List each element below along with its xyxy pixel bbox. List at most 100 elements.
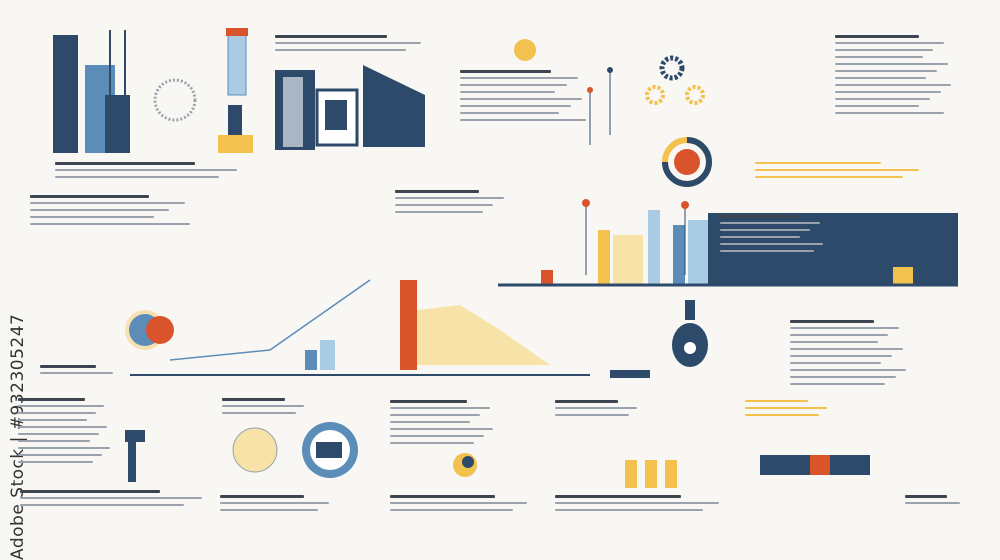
text-line bbox=[20, 504, 184, 506]
text-line bbox=[835, 63, 948, 65]
text-line bbox=[18, 398, 85, 401]
text-line bbox=[835, 91, 941, 93]
text-line bbox=[460, 105, 571, 107]
text-line bbox=[460, 77, 579, 79]
growth-chart bbox=[125, 279, 590, 376]
text-line bbox=[790, 320, 874, 323]
text-line bbox=[222, 412, 296, 414]
text-line bbox=[220, 502, 330, 504]
text-line bbox=[720, 250, 814, 252]
text-line bbox=[275, 42, 421, 44]
text-line bbox=[395, 204, 494, 206]
text-line bbox=[790, 369, 907, 371]
gear-donut-graphic bbox=[645, 55, 712, 187]
text-line bbox=[555, 407, 637, 409]
text-line bbox=[390, 435, 484, 437]
text-line bbox=[835, 112, 945, 114]
text-line bbox=[790, 327, 900, 329]
text-line bbox=[835, 56, 923, 58]
text-line bbox=[720, 215, 797, 218]
text-line bbox=[55, 176, 219, 178]
text-line bbox=[390, 502, 527, 504]
text-line bbox=[460, 112, 559, 114]
text-line bbox=[790, 355, 892, 357]
text-line bbox=[220, 495, 304, 498]
text-line bbox=[390, 407, 491, 409]
text-line bbox=[790, 383, 885, 385]
text-line bbox=[18, 426, 108, 428]
yellow-base bbox=[218, 135, 253, 153]
navy-block bbox=[105, 95, 130, 153]
text-line bbox=[390, 414, 481, 416]
text-line bbox=[55, 162, 195, 165]
text-line bbox=[30, 202, 185, 204]
central-bar-chart bbox=[498, 199, 958, 287]
timeline-bulbs bbox=[514, 39, 613, 145]
text-line bbox=[460, 70, 551, 73]
gear-icon bbox=[659, 55, 685, 81]
text-line bbox=[905, 495, 947, 498]
text-line bbox=[40, 365, 96, 368]
text-line bbox=[222, 405, 304, 407]
text-line bbox=[460, 98, 583, 100]
text-line bbox=[835, 42, 945, 44]
glass-tower bbox=[227, 34, 247, 96]
text-line bbox=[835, 98, 930, 100]
text-line bbox=[720, 243, 824, 245]
text-line bbox=[20, 497, 202, 499]
text-line bbox=[390, 495, 495, 498]
navy-chart-panel bbox=[275, 65, 425, 150]
text-line bbox=[275, 49, 407, 51]
text-line bbox=[755, 169, 919, 171]
text-line bbox=[905, 502, 960, 504]
text-line bbox=[18, 419, 88, 421]
text-line bbox=[460, 84, 567, 86]
text-line bbox=[55, 169, 237, 171]
text-line bbox=[755, 176, 903, 178]
text-line bbox=[30, 209, 170, 211]
text-line bbox=[555, 400, 618, 403]
text-line bbox=[835, 77, 927, 79]
text-line bbox=[220, 509, 319, 511]
navy-tower bbox=[53, 35, 78, 153]
text-line bbox=[555, 495, 681, 498]
text-line bbox=[395, 190, 479, 193]
text-line bbox=[30, 195, 149, 198]
text-line bbox=[275, 35, 387, 38]
text-line bbox=[720, 222, 821, 224]
text-line bbox=[395, 197, 505, 199]
bottom-illustrations bbox=[125, 422, 870, 488]
text-line bbox=[790, 376, 896, 378]
text-line bbox=[555, 509, 703, 511]
text-line bbox=[835, 84, 952, 86]
text-line bbox=[30, 216, 155, 218]
text-line bbox=[390, 421, 471, 423]
text-line bbox=[18, 461, 94, 463]
text-line bbox=[18, 454, 102, 456]
gear-icon bbox=[645, 85, 665, 105]
text-line bbox=[835, 49, 934, 51]
text-line bbox=[40, 372, 113, 374]
text-line bbox=[460, 91, 555, 93]
flask-graphic bbox=[610, 300, 708, 378]
text-line bbox=[835, 105, 919, 107]
text-line bbox=[555, 414, 629, 416]
text-line bbox=[790, 334, 889, 336]
text-line bbox=[390, 400, 467, 403]
text-line bbox=[18, 405, 105, 407]
text-line bbox=[790, 341, 878, 343]
text-line bbox=[395, 211, 483, 213]
text-line bbox=[18, 412, 96, 414]
text-line bbox=[555, 502, 719, 504]
text-line bbox=[390, 442, 474, 444]
text-line bbox=[460, 119, 587, 121]
text-line bbox=[18, 433, 99, 435]
text-line bbox=[18, 440, 91, 442]
text-line bbox=[745, 400, 808, 402]
gear-icon bbox=[685, 85, 705, 105]
text-line bbox=[30, 223, 190, 225]
text-line bbox=[835, 35, 919, 38]
text-line bbox=[18, 447, 111, 449]
text-line bbox=[790, 348, 903, 350]
ring-gauge bbox=[153, 78, 197, 122]
